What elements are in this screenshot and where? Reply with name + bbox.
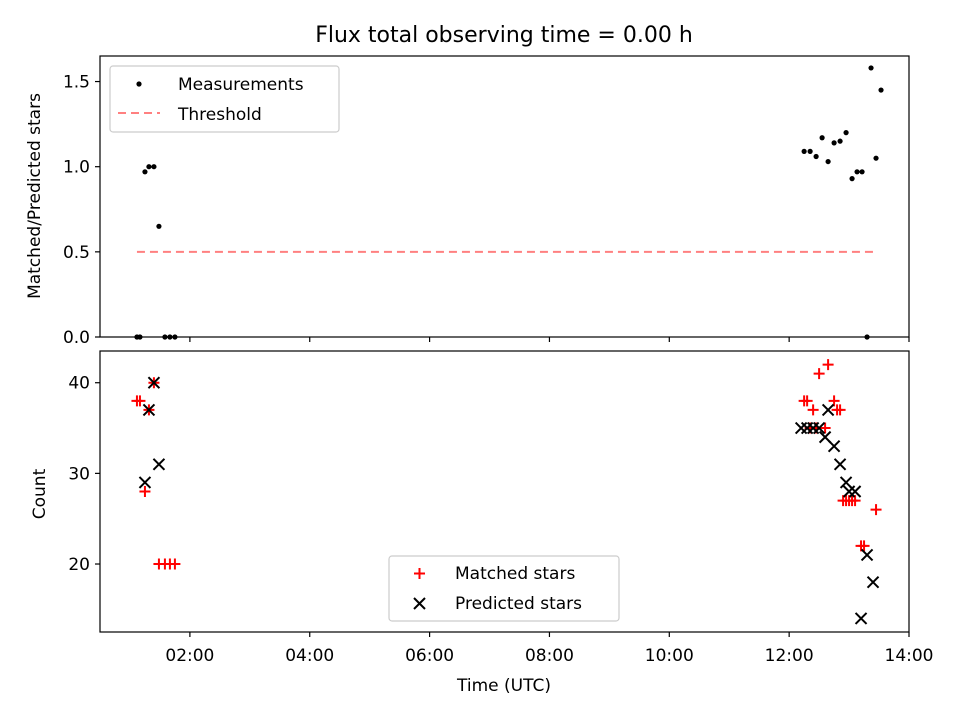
measurement-point — [825, 158, 831, 165]
matched-stars-legend-marker — [414, 568, 425, 579]
measurement-point — [868, 65, 874, 71]
predicted-star-point — [142, 403, 156, 417]
x-tick-label: 14:00 — [885, 646, 934, 666]
predicted-star-point — [866, 575, 880, 589]
matched-star-point — [822, 359, 834, 371]
predicted-star-point — [860, 548, 874, 562]
matched-star-point — [134, 395, 146, 407]
predicted-star-point — [854, 612, 868, 625]
measurement-point — [142, 169, 148, 175]
matched-star-point — [139, 486, 151, 497]
count-y-tick-label: 40 — [68, 374, 90, 394]
ratio-y-ticks: 0.0 0.5 1.0 1.5 — [63, 73, 100, 348]
ratio-y-axis-label: Matched/Predicted stars — [25, 93, 45, 299]
matched-star-point — [870, 504, 882, 516]
matched-star-point — [801, 395, 813, 407]
ratio-axes-frame — [99, 55, 910, 338]
measurements-legend-label: Measurements — [178, 75, 304, 95]
measurement-point — [156, 223, 162, 229]
count-axes-frame — [99, 350, 910, 633]
measurement-point — [151, 164, 157, 170]
x-tick-label: 04:00 — [285, 646, 334, 666]
predicted-star-point — [812, 421, 826, 435]
count-y-ticks: 20 30 40 — [68, 374, 100, 575]
x-tick-label: 12:00 — [765, 646, 814, 666]
predicted-star-point — [821, 403, 835, 417]
measurement-point — [801, 148, 807, 154]
count-panel: 20 30 40 02:00 04:00 06:00 08:00 10:00 12:00 14:… — [30, 350, 934, 696]
count-y-tick-label: 30 — [68, 464, 90, 484]
ratio-y-tick-label: 1.5 — [63, 73, 90, 93]
matched-star-point — [828, 395, 840, 407]
measurement-point — [831, 140, 837, 146]
ratio-y-tick-label: 1.0 — [63, 158, 90, 178]
count-legend-box — [388, 555, 620, 622]
ratio-legend: Measurements Threshold — [109, 65, 340, 133]
measurement-point — [878, 87, 884, 93]
matched-star-point — [807, 404, 819, 416]
measurement-point — [813, 153, 819, 160]
x-tick-label: 10:00 — [645, 646, 694, 666]
predicted-star-point — [152, 458, 166, 471]
predicted-star-point — [833, 458, 847, 471]
count-legend: Matched stars Predicted stars — [388, 555, 620, 622]
ratio-panel: 0.0 0.5 1.0 1.5 Matched/Predicted stars Mea… — [25, 55, 910, 348]
measurement-point — [854, 169, 860, 175]
count-x-ticks: 02:00 04:00 06:00 08:00 10:00 12:00 14:00 — [165, 632, 934, 666]
matched-star-point — [849, 495, 861, 507]
measurement-point — [819, 135, 825, 141]
predicted-star-point — [147, 376, 161, 389]
ratio-y-tick-label: 0.0 — [63, 328, 90, 348]
measurement-point — [837, 138, 843, 144]
measurement-point — [146, 164, 152, 170]
predicted-star-point — [827, 439, 841, 453]
measurement-point — [849, 176, 855, 182]
measurements-legend-marker — [136, 81, 142, 87]
count-plot-area — [131, 359, 882, 625]
matched-star-point — [834, 404, 846, 416]
x-tick-label: 06:00 — [405, 646, 454, 666]
x-tick-label: 02:00 — [165, 646, 214, 666]
measurement-point — [859, 169, 865, 175]
chart-title: Flux total observing time = 0.00 h — [315, 23, 693, 48]
predicted-stars-legend-label: Predicted stars — [455, 594, 582, 614]
matched-star-point — [858, 540, 870, 552]
ratio-x-ticks — [189, 337, 910, 342]
ratio-y-tick-label: 0.5 — [63, 243, 90, 263]
matched-stars-legend-label: Matched stars — [455, 564, 575, 584]
matched-star-point — [169, 558, 181, 570]
ratio-legend-box — [109, 65, 340, 133]
measurement-point — [807, 148, 813, 154]
measurement-point — [873, 155, 879, 161]
threshold-legend-label: Threshold — [177, 105, 262, 125]
matched-star-point — [819, 422, 831, 434]
measurement-point — [843, 130, 849, 136]
matched-star-point — [813, 368, 825, 380]
predicted-star-point — [138, 476, 152, 489]
predicted-stars-legend-marker — [413, 597, 426, 610]
count-y-tick-label: 20 — [68, 555, 90, 575]
x-tick-label: 08:00 — [525, 646, 574, 666]
ratio-plot-area — [134, 65, 884, 340]
x-axis-label: Time (UTC) — [456, 676, 551, 696]
count-y-axis-label: Count — [30, 468, 50, 519]
predicted-star-point — [848, 485, 862, 498]
